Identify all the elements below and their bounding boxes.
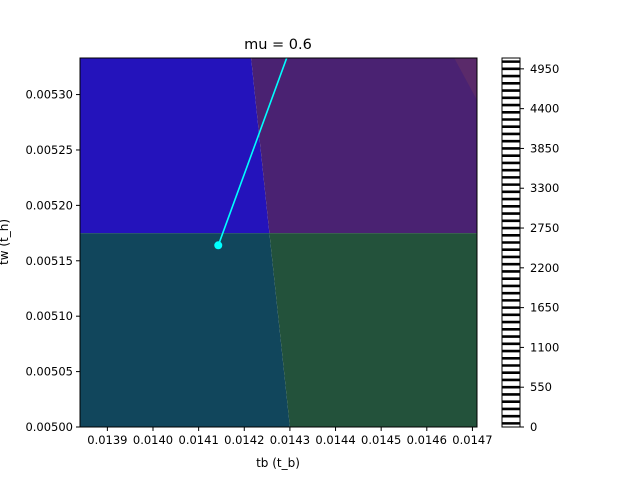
- x-tick-label: 0.0139: [87, 433, 127, 447]
- colorbar-tick-label: 550: [530, 380, 552, 394]
- colorbar-tick-label: 0: [530, 420, 537, 434]
- chart-title: mu = 0.6: [244, 37, 312, 53]
- y-tick-label: 0.00505: [25, 365, 73, 379]
- colorbar-frame: [501, 57, 521, 428]
- y-tick-label: 0.00500: [25, 420, 73, 434]
- y-tick-label: 0.00525: [25, 143, 73, 157]
- x-tick-label: 0.0143: [270, 433, 310, 447]
- colorbar-tick-label: 2200: [530, 261, 559, 275]
- y-tick-label: 0.00510: [25, 309, 73, 323]
- path-line: [217, 58, 288, 246]
- x-tick-label: 0.0147: [452, 433, 492, 447]
- colorbar-tick-label: 4950: [530, 62, 559, 76]
- colorbar-tick-label: 2750: [530, 221, 559, 235]
- path-marker: [214, 241, 223, 250]
- x-tick-label: 0.0146: [407, 433, 447, 447]
- x-axis-label: tb (t_b): [256, 456, 300, 470]
- x-tick-label: 0.0140: [133, 433, 173, 447]
- colorbar-tick-label: 1100: [530, 340, 559, 354]
- x-tick-label: 0.0141: [179, 433, 219, 447]
- heatmap-region-4: [269, 233, 477, 427]
- x-tick-label: 0.0142: [224, 433, 264, 447]
- colorbar: 0 550 1100 1650 2200 2750 3300 3850 4400 4950: [501, 57, 559, 434]
- y-tick-label: 0.00530: [25, 88, 73, 102]
- plot-area: [80, 58, 477, 427]
- x-axis: 0.0139 0.0140 0.0141 0.0142 0.0143 0.0144 0.01…: [87, 427, 493, 447]
- heatmap-region-3: [80, 233, 290, 427]
- heatmap-region-2: [454, 58, 477, 101]
- y-axis-label: tw (t_h): [0, 219, 11, 265]
- y-tick-label: 0.00515: [25, 254, 73, 268]
- colorbar-tick-label: 3300: [530, 181, 559, 195]
- colorbar-tick-label: 4400: [530, 102, 559, 116]
- plot-frame: [79, 57, 478, 428]
- heatmap-region-1: [251, 58, 477, 234]
- heatmap-region-0: [80, 58, 270, 234]
- colorbar-tick-label: 3850: [530, 141, 559, 155]
- colorbar-tick-label: 1650: [530, 301, 559, 315]
- x-tick-label: 0.0145: [361, 433, 401, 447]
- x-tick-label: 0.0144: [315, 433, 355, 447]
- y-axis: 0.00500 0.00505 0.00510 0.00515 0.00520 0.005…: [25, 88, 80, 434]
- y-tick-label: 0.00520: [25, 198, 73, 212]
